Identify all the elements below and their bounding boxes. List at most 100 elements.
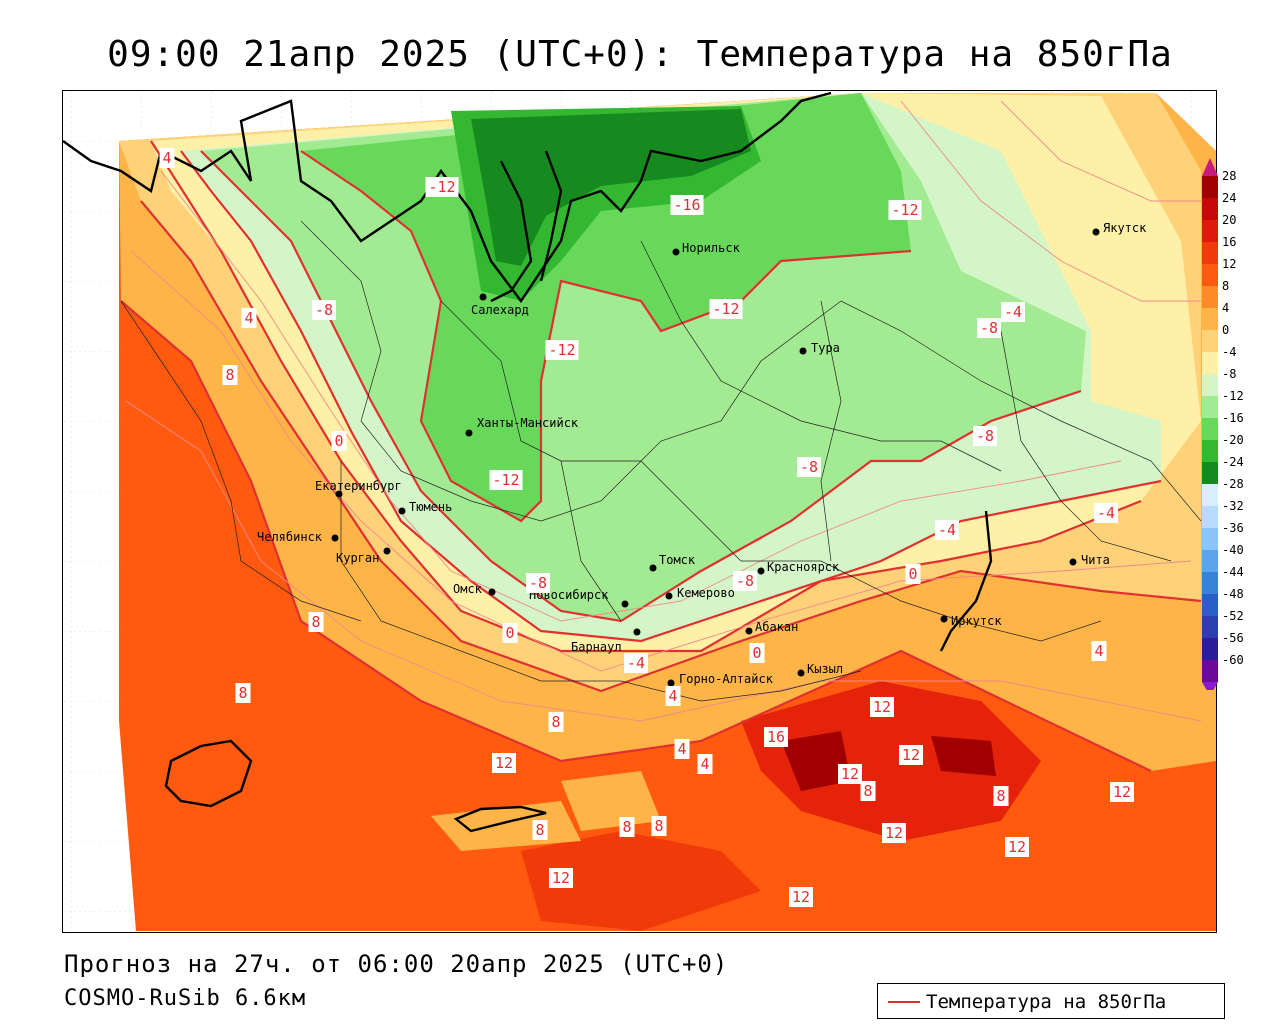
contour-label-bg <box>222 365 238 385</box>
city-label-chita: Чита <box>1081 553 1110 567</box>
contour-label-bg <box>624 653 648 673</box>
model-name: COSMO-RuSib 6.6км <box>64 986 307 1011</box>
contour-label-bg <box>993 786 1009 806</box>
city-dot-salekhard <box>479 293 487 301</box>
contour-labels: 4-12-16 -12-8 -12-12-4-8480-12-8-8-4-40-8-… <box>159 148 1134 907</box>
contour-label: -12 <box>428 178 455 196</box>
contour-label-bg <box>619 817 635 837</box>
contour-label: 12 <box>495 754 513 772</box>
contour-label: -8 <box>976 427 994 445</box>
contour-label: 8 <box>238 684 247 702</box>
contour-label: -4 <box>1004 303 1022 321</box>
contour-label: 8 <box>654 817 663 835</box>
map-panel: Якутск Норильск Салехард Тура Ханты-Манс… <box>62 90 1217 933</box>
colorbar-tick-label: 16 <box>1222 235 1237 249</box>
colorbar-swatch <box>1202 330 1218 352</box>
city-dot-tyumen <box>398 507 406 515</box>
coastlines <box>63 91 993 833</box>
contour-label-bg <box>709 299 743 319</box>
colorbar-tick-label: -4 <box>1222 345 1237 359</box>
city-dot-kyzyl <box>797 669 805 677</box>
colorbar-tick-label: -52 <box>1222 609 1244 623</box>
colorbar-swatch <box>1202 506 1218 528</box>
city-markers: Якутск Норильск Салехард Тура Ханты-Манс… <box>257 221 1147 687</box>
city-label-tura: Тура <box>811 341 840 355</box>
contour-label-bg <box>489 470 523 490</box>
contour-label: 0 <box>908 565 917 583</box>
admin-boundaries <box>120 220 1202 702</box>
city-label-chelyabinsk: Челябинск <box>257 530 323 544</box>
colorbar-tick-label: -12 <box>1222 389 1244 403</box>
contour-label-bg <box>1094 503 1118 523</box>
field-red-spot <box>741 681 1041 841</box>
contour-label: -4 <box>938 521 956 539</box>
contour-label: 12 <box>841 765 859 783</box>
city-label-tomsk: Томск <box>659 553 696 567</box>
city-label-kurgan: Курган <box>336 551 379 565</box>
city-label-barnaul: Барнаул <box>571 640 622 654</box>
field-orange-patch2 <box>561 771 661 831</box>
colorbar-tick-label: 20 <box>1222 213 1237 227</box>
colorbar-swatch <box>1202 440 1218 462</box>
city-dot-gorno-altaysk <box>667 679 675 687</box>
city-label-irkutsk: Иркутск <box>951 614 1002 628</box>
colorbar-tick-label: -44 <box>1222 565 1244 579</box>
field-red-south <box>521 831 761 931</box>
contour-label-bg <box>665 686 681 706</box>
colorbar-tick-label: -8 <box>1222 367 1237 381</box>
city-label-krasnoyarsk: Красноярск <box>767 560 840 574</box>
contour-label-bg <box>1110 782 1134 802</box>
colorbar-bottom-arrow <box>1202 682 1218 690</box>
field-green <box>301 93 911 521</box>
contour-label-bg <box>331 431 347 451</box>
city-dot-norilsk <box>672 248 680 256</box>
contour-label: 4 <box>677 740 686 758</box>
contour-label-bg <box>235 683 251 703</box>
legend-line-swatch <box>888 1001 920 1003</box>
contour-label: 8 <box>225 366 234 384</box>
contour-label: -4 <box>627 654 645 672</box>
colorbar-tick-label: 0 <box>1222 323 1230 337</box>
contour-label: -8 <box>980 319 998 337</box>
contour-label-bg <box>1005 837 1029 857</box>
colorbar-swatch <box>1202 462 1218 484</box>
city-dot-irkutsk <box>940 615 948 623</box>
city-label-khanty-mansiysk: Ханты-Мансийск <box>477 416 579 430</box>
contour-label: 8 <box>311 613 320 631</box>
city-dot-barnaul <box>633 628 641 636</box>
contour-label: -12 <box>712 300 739 318</box>
colorbar-swatch <box>1202 264 1218 286</box>
city-label-gorno-altaysk: Горно-Алтайск <box>679 672 774 686</box>
contour-label-bg <box>888 200 922 220</box>
contour-label: 4 <box>162 149 171 167</box>
contour-label: -8 <box>529 574 547 592</box>
contour-label: 8 <box>551 713 560 731</box>
colorbar-swatch <box>1202 176 1218 198</box>
colorbar-swatch <box>1202 594 1218 616</box>
field-deep-red-spot2 <box>931 736 996 776</box>
colorbar-swatch <box>1202 660 1218 682</box>
colorbar-tick-label: -20 <box>1222 433 1244 447</box>
city-dot-krasnoyarsk <box>757 567 765 575</box>
city-label-yekaterinburg: Екатеринбург <box>315 479 402 493</box>
city-dot-tura <box>799 347 807 355</box>
contour-label-bg <box>860 781 876 801</box>
contour-label-bg <box>425 177 459 197</box>
colorbar-swatch <box>1202 242 1218 264</box>
colorbar-top-arrow <box>1202 158 1218 176</box>
contour-label: 0 <box>752 644 761 662</box>
colorbar-tick-label: -48 <box>1222 587 1244 601</box>
contour-label-bg <box>977 318 1001 338</box>
map-title: 09:00 21апр 2025 (UTC+0): Температура на… <box>107 34 1173 75</box>
colorbar-tick-label: -40 <box>1222 543 1244 557</box>
contour-label: 8 <box>622 818 631 836</box>
contour-label: -12 <box>891 201 918 219</box>
contour-label: -12 <box>492 471 519 489</box>
city-dot-kemerovo <box>665 592 673 600</box>
forecast-info: Прогноз на 27ч. от 06:00 20апр 2025 (UTC… <box>64 950 729 978</box>
contour-label: 12 <box>885 824 903 842</box>
contour-label-bg <box>789 887 813 907</box>
contour-label: 4 <box>244 309 253 327</box>
colorbar <box>1202 158 1218 690</box>
contour-label-bg <box>797 457 821 477</box>
